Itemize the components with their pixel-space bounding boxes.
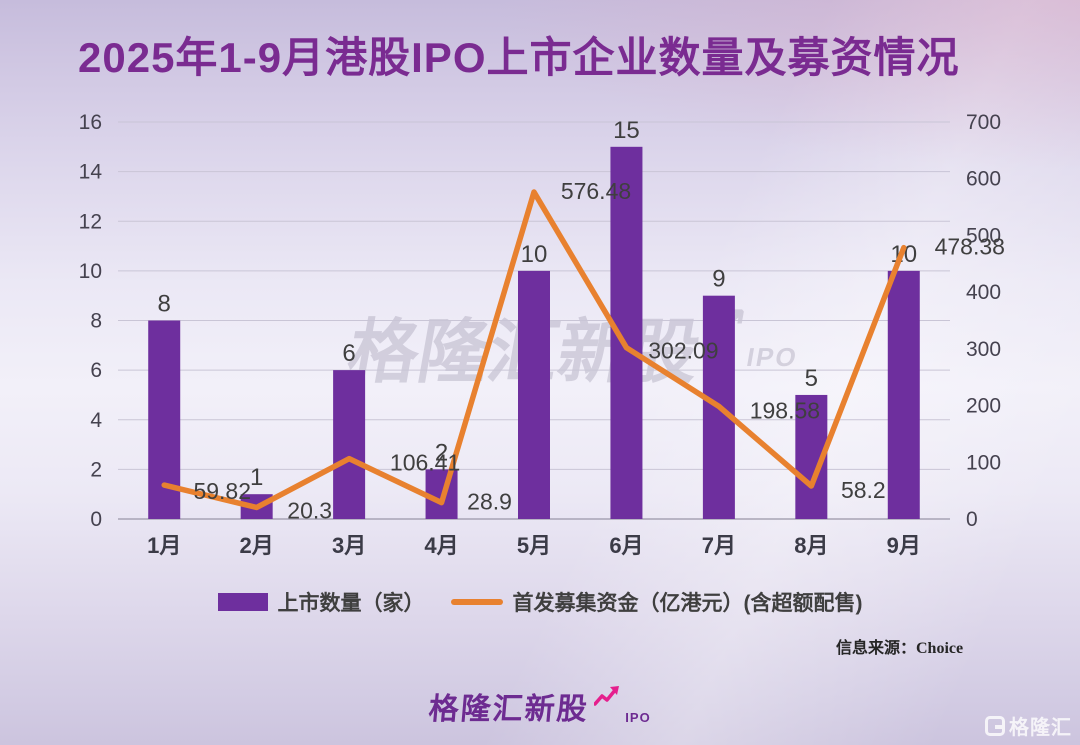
- chart-legend: 上市数量（家） 首发募集资金（亿港元）(含超额配售): [0, 587, 1080, 617]
- left-axis-tick: 16: [79, 111, 102, 134]
- right-axis-tick: 700: [966, 111, 1001, 134]
- x-axis-label: 9月: [887, 533, 921, 558]
- left-axis-tick: 2: [90, 458, 102, 481]
- bar-value-label: 10: [521, 241, 548, 268]
- bar: [333, 370, 366, 519]
- left-axis-tick: 0: [90, 508, 102, 531]
- legend-item-line-series: 首发募集资金（亿港元）(含超额配售): [450, 587, 863, 617]
- right-axis-tick: 200: [966, 395, 1001, 418]
- line-series-swatch: [450, 599, 503, 605]
- right-axis-tick: 300: [966, 338, 1001, 361]
- right-axis-tick: 0: [966, 508, 978, 531]
- right-axis-tick: 400: [966, 281, 1001, 304]
- line-series-label: 首发募集资金（亿港元）(含超额配售): [512, 592, 863, 615]
- footer-logo-sub: IPO: [625, 710, 651, 725]
- left-axis-tick: 8: [90, 310, 102, 333]
- page-title: 2025年1-9月港股IPO上市企业数量及募资情况: [78, 34, 960, 81]
- right-axis-tick: 600: [966, 168, 1001, 191]
- footer-logo-arrow-icon: [594, 686, 620, 706]
- line-series: [161, 189, 907, 511]
- bar-value-label: 6: [342, 340, 355, 367]
- left-axis-tick: 12: [79, 210, 102, 233]
- line-value-label: 478.38: [935, 234, 1005, 260]
- x-axis-label: 3月: [332, 533, 366, 558]
- bar-value-label: 2: [435, 439, 448, 466]
- gelonghui-corner-logo: 格隆汇: [985, 711, 1072, 740]
- bar: [887, 270, 920, 519]
- footer-brand-logo: 格隆汇新股 IPO: [0, 684, 1080, 728]
- bar-value-label: 9: [712, 266, 725, 293]
- legend-item-bar-series: 上市数量（家）: [217, 587, 425, 617]
- line-value-label: 302.09: [648, 338, 718, 364]
- x-axis-label: 2月: [240, 533, 274, 558]
- bar-series-swatch: [217, 593, 268, 611]
- x-axis-label: 7月: [702, 533, 736, 558]
- x-axis-label: 1月: [147, 533, 181, 558]
- left-axis-tick: 10: [79, 260, 102, 283]
- right-axis-tick: 100: [966, 451, 1001, 474]
- line-value-label: 198.58: [750, 397, 820, 423]
- line-value-label: 20.3: [287, 497, 332, 523]
- x-axis-label: 8月: [794, 533, 828, 558]
- x-axis-label: 6月: [609, 533, 643, 558]
- left-axis-tick: 6: [90, 359, 102, 382]
- gelonghui-g-icon: [985, 715, 1005, 736]
- bar: [518, 270, 550, 519]
- bar-series-label: 上市数量（家）: [277, 592, 425, 615]
- x-axis-label: 4月: [424, 533, 458, 558]
- source-note: 信息来源：Choice: [836, 640, 964, 657]
- bar-value-label: 8: [158, 291, 171, 318]
- bar-value-label: 5: [805, 365, 818, 392]
- line-value-label: 59.82: [193, 478, 251, 504]
- x-axis-label: 5月: [517, 533, 551, 558]
- footer-logo-text: 格隆汇新股: [427, 693, 591, 726]
- line-value-label: 28.9: [467, 489, 512, 515]
- bar-value-label: 15: [613, 117, 640, 144]
- left-axis-tick: 14: [79, 161, 103, 184]
- line-value-label: 576.48: [561, 178, 631, 204]
- corner-logo-text: 格隆汇: [1009, 717, 1072, 739]
- left-axis-tick: 4: [90, 409, 102, 432]
- line-value-label: 106.41: [390, 450, 460, 476]
- line-value-label: 58.2: [841, 477, 886, 503]
- bar-value-label: 1: [250, 464, 263, 491]
- right-axis-tick: 500: [966, 224, 1001, 247]
